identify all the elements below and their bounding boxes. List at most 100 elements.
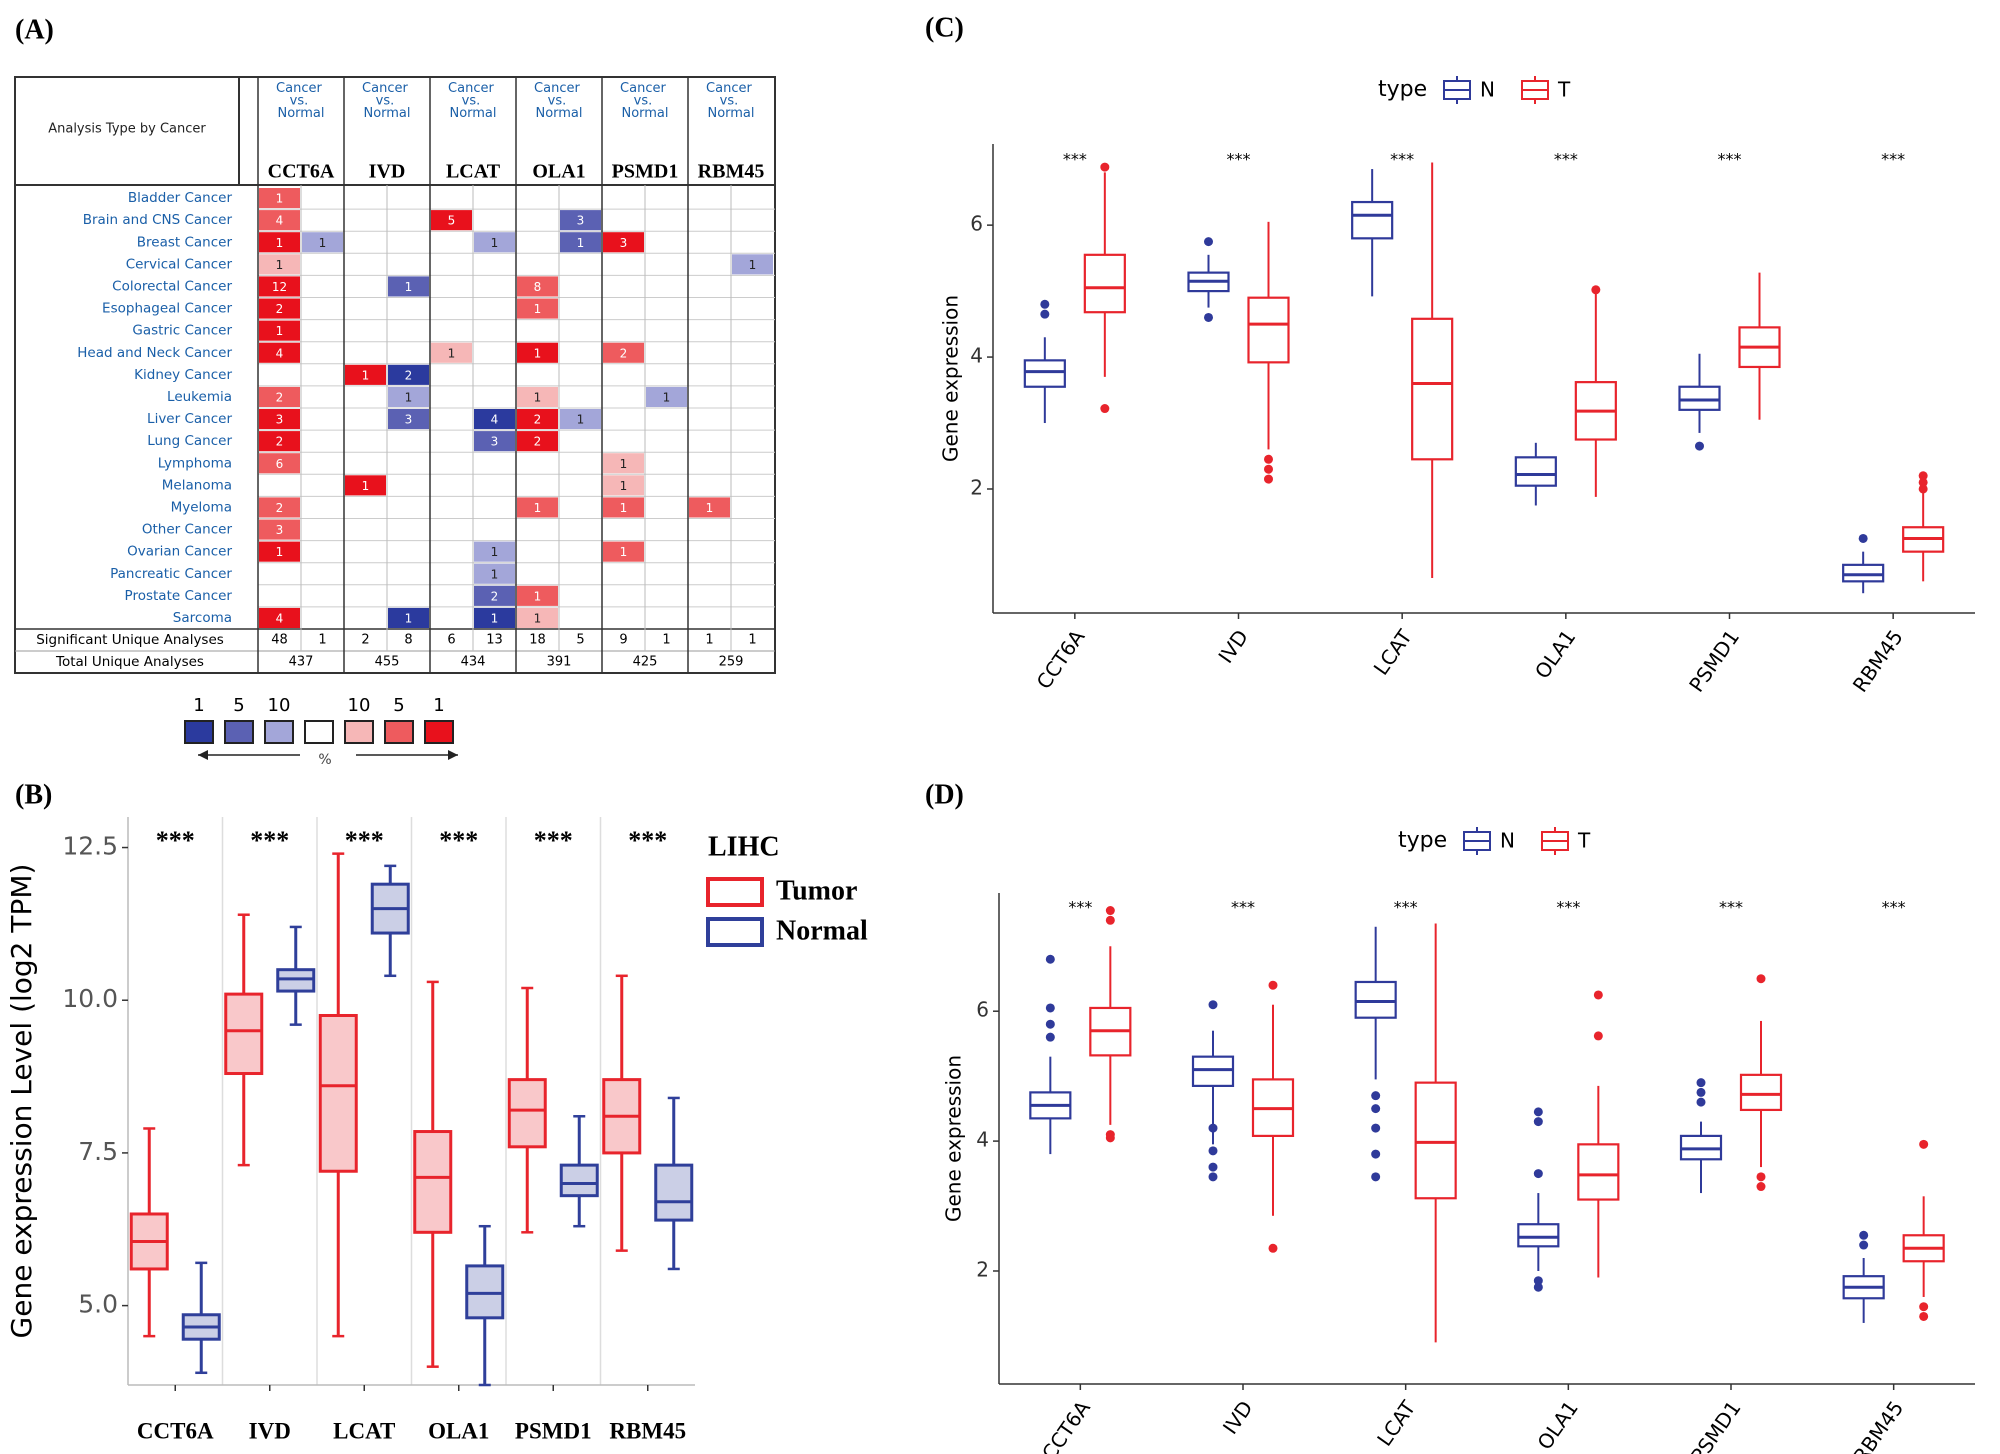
legend-title: LIHC bbox=[708, 831, 780, 862]
heat-cell bbox=[517, 342, 558, 363]
legend-tick: 1 bbox=[433, 695, 444, 716]
outlier bbox=[1918, 471, 1928, 481]
legend-tick: 1 bbox=[193, 695, 204, 716]
significant-value: 1 bbox=[705, 633, 713, 648]
cell-value: 2 bbox=[276, 390, 284, 404]
y-axis-label: Gene expression bbox=[939, 295, 963, 462]
total-value: 437 bbox=[289, 655, 314, 670]
outlier bbox=[1264, 454, 1273, 464]
heat-cell bbox=[388, 409, 429, 430]
outlier bbox=[1208, 1162, 1218, 1172]
total-value: 259 bbox=[719, 655, 744, 670]
heat-cell bbox=[560, 232, 601, 253]
cell-value: 1 bbox=[405, 390, 413, 404]
cell-value: 1 bbox=[534, 302, 542, 316]
heat-cell bbox=[259, 519, 300, 540]
outlier bbox=[1105, 915, 1115, 925]
row-label: Colorectal Cancer bbox=[112, 278, 232, 294]
annotation: *** bbox=[1390, 150, 1414, 169]
outlier bbox=[1696, 1078, 1706, 1088]
heat-cell bbox=[259, 342, 300, 363]
outlier bbox=[1045, 1003, 1055, 1013]
outlier bbox=[1100, 162, 1110, 172]
outlier bbox=[1045, 1032, 1055, 1042]
legend-tick: 10 bbox=[348, 695, 371, 716]
outlier bbox=[1533, 1276, 1543, 1286]
cell-value: 1 bbox=[534, 501, 542, 515]
x-tick-label: RBM45 bbox=[609, 1418, 686, 1443]
annotation: *** bbox=[1063, 150, 1087, 169]
cell-value: 1 bbox=[577, 236, 585, 250]
y-tick-label: 5.0 bbox=[78, 1290, 118, 1319]
annotation: *** bbox=[1556, 898, 1580, 917]
box bbox=[1191, 1055, 1235, 1087]
heat-cell bbox=[517, 298, 558, 319]
legend-label: N bbox=[1500, 829, 1515, 853]
cell-value: 2 bbox=[276, 501, 284, 515]
gene-name: IVD bbox=[369, 161, 406, 183]
cell-value: 12 bbox=[272, 280, 287, 294]
annotation: *** bbox=[156, 826, 195, 855]
legend-tick: 5 bbox=[393, 695, 404, 716]
heat-cell bbox=[560, 210, 601, 231]
y-tick-label: 12.5 bbox=[62, 832, 118, 861]
significant-value: 8 bbox=[404, 633, 412, 648]
outlier bbox=[1208, 1123, 1218, 1133]
outlier bbox=[1756, 1182, 1766, 1192]
significant-value: 48 bbox=[271, 633, 288, 648]
heat-cell bbox=[517, 497, 558, 518]
legend-swatch bbox=[264, 720, 294, 744]
total-value: 434 bbox=[461, 655, 486, 670]
cell-value: 1 bbox=[577, 413, 585, 427]
outlier bbox=[1918, 484, 1928, 494]
cell-value: 1 bbox=[749, 258, 757, 272]
box bbox=[1577, 1143, 1620, 1201]
heat-cell bbox=[517, 276, 558, 297]
legend-label: % bbox=[318, 752, 331, 768]
outlier bbox=[1591, 285, 1601, 295]
heat-cell bbox=[517, 386, 558, 407]
panel-label: (C) bbox=[925, 12, 964, 43]
heat-cell bbox=[388, 386, 429, 407]
significant-value: 1 bbox=[748, 633, 756, 648]
box bbox=[1247, 296, 1290, 364]
panel-label: (A) bbox=[15, 14, 54, 45]
heat-cell bbox=[474, 585, 515, 606]
heat-cell bbox=[259, 276, 300, 297]
cell-value: 1 bbox=[534, 611, 542, 625]
heat-cell bbox=[603, 541, 644, 562]
heat-cell bbox=[517, 431, 558, 452]
outlier bbox=[1695, 441, 1704, 451]
outlier bbox=[1040, 299, 1050, 309]
cell-value: 1 bbox=[448, 346, 456, 360]
significant-value: 5 bbox=[576, 633, 584, 648]
heat-cell bbox=[259, 320, 300, 341]
box bbox=[318, 1013, 358, 1173]
row-label: Other Cancer bbox=[142, 522, 233, 538]
annotation: *** bbox=[1882, 898, 1906, 917]
cell-value: 1 bbox=[491, 545, 499, 559]
heat-cell bbox=[431, 210, 472, 231]
cell-value: 1 bbox=[663, 390, 671, 404]
heat-cell bbox=[732, 254, 773, 275]
y-tick-label: 2 bbox=[976, 1257, 989, 1281]
heat-cell bbox=[259, 210, 300, 231]
cell-value: 1 bbox=[620, 545, 628, 559]
outlier bbox=[1100, 404, 1110, 414]
heat-cell bbox=[431, 342, 472, 363]
outlier bbox=[1371, 1091, 1381, 1101]
outlier bbox=[1696, 1097, 1706, 1107]
legend-key bbox=[706, 877, 764, 907]
cell-value: 6 bbox=[276, 457, 284, 471]
box bbox=[1023, 359, 1066, 388]
gene-name: RBM45 bbox=[698, 161, 765, 183]
legend-arrowhead bbox=[198, 750, 208, 760]
box bbox=[559, 1163, 599, 1198]
cell-value: 1 bbox=[276, 545, 284, 559]
heat-cell bbox=[259, 254, 300, 275]
cell-value: 1 bbox=[362, 368, 370, 382]
analysis-type: Cancer vs. Normal bbox=[362, 81, 412, 121]
outlier bbox=[1105, 1133, 1115, 1143]
cell-value: 1 bbox=[620, 479, 628, 493]
annotation: *** bbox=[1068, 898, 1092, 917]
